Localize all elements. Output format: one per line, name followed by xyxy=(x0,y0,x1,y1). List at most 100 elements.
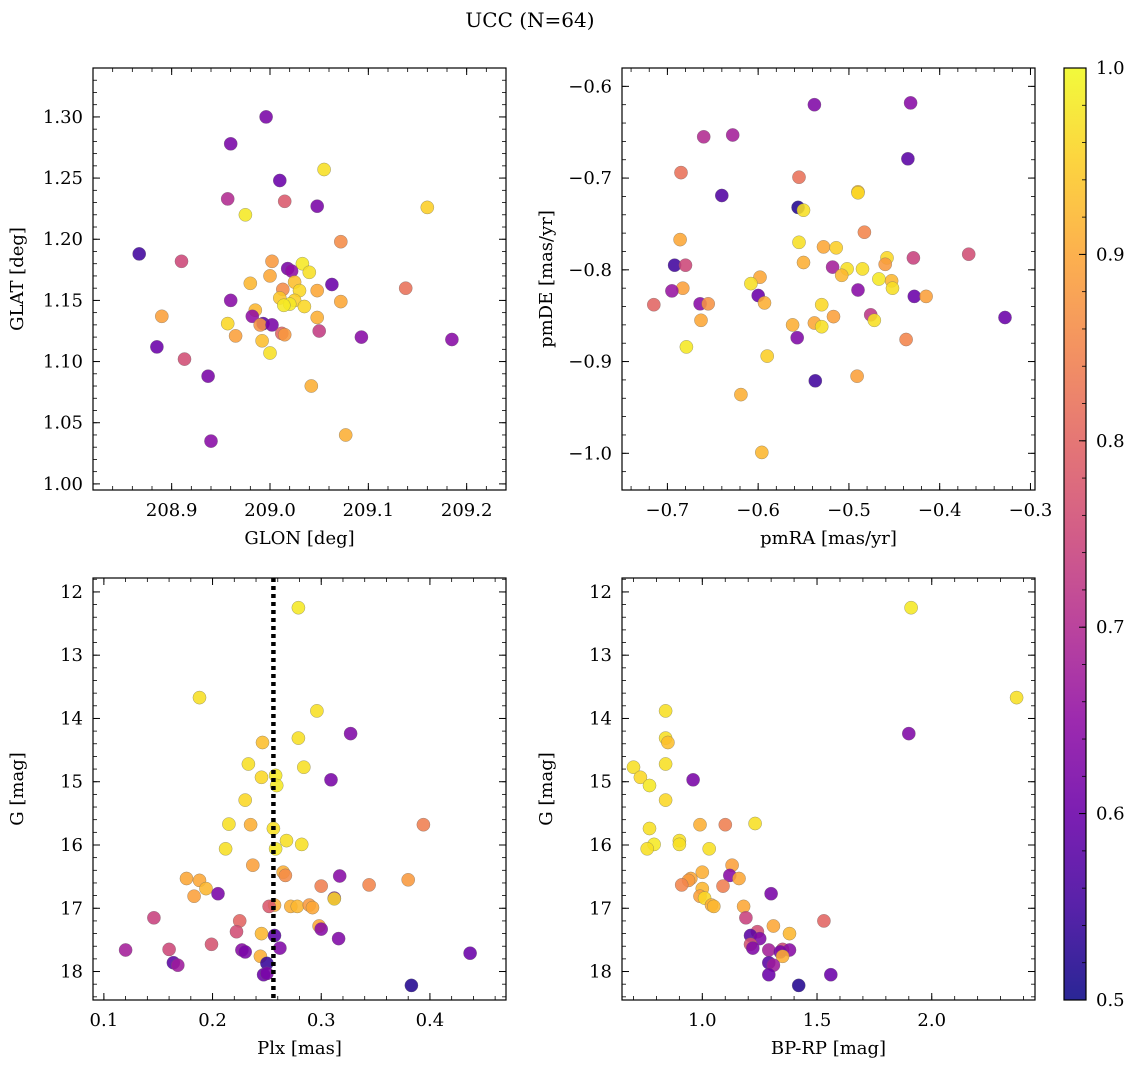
point-24 xyxy=(332,869,347,883)
point-3 xyxy=(725,128,740,142)
y-tick-label: 12 xyxy=(589,582,612,603)
point-49 xyxy=(775,949,790,964)
point-36 xyxy=(220,316,235,331)
point-47 xyxy=(177,352,192,366)
y-tick-label: 16 xyxy=(60,835,83,856)
point-41 xyxy=(147,910,161,925)
point-19 xyxy=(796,255,811,270)
point-19 xyxy=(243,276,258,291)
point-46 xyxy=(998,310,1012,325)
y-tick-label: 13 xyxy=(60,645,83,666)
point-54 xyxy=(791,978,806,993)
point-1 xyxy=(223,136,238,151)
point-49 xyxy=(204,937,219,952)
point-7 xyxy=(658,757,673,771)
point-50 xyxy=(814,319,829,334)
panel-bprp-g: 1.0 1.5 2.0 12 13 14 15 16 17 18 BP-RP [mag] G [mag… xyxy=(536,577,1036,1059)
point-33 xyxy=(665,284,679,298)
point-38 xyxy=(766,919,781,933)
point-17 xyxy=(906,251,921,265)
point-45 xyxy=(229,924,244,939)
y-tick-label: 1.00 xyxy=(43,474,83,495)
point-58 xyxy=(754,445,769,460)
point-41 xyxy=(757,296,772,310)
x-tick-label: 0.3 xyxy=(307,1010,336,1031)
point-3 xyxy=(343,726,358,741)
point-42 xyxy=(312,324,327,338)
y-tick-label: 17 xyxy=(589,898,612,919)
y-axis-label: G [mag] xyxy=(7,752,28,825)
point-22 xyxy=(695,865,710,880)
colorbar: 0.5 0.6 0.7 0.8 0.9 1.0 xyxy=(1063,58,1125,1011)
point-48 xyxy=(445,332,459,347)
y-tick-label: 1.30 xyxy=(43,107,83,128)
point-49 xyxy=(785,318,800,332)
point-5 xyxy=(277,194,292,209)
point-23 xyxy=(278,868,293,883)
x-tick-label: 0.4 xyxy=(416,1010,445,1031)
y-tick-label: 1.10 xyxy=(43,352,83,373)
point-53 xyxy=(823,967,838,982)
x-tick-label: 0.1 xyxy=(90,1010,119,1031)
point-34 xyxy=(706,899,721,914)
point-18 xyxy=(961,247,976,262)
point-7 xyxy=(296,760,311,775)
y-tick-label: 17 xyxy=(60,898,83,919)
point-50 xyxy=(201,369,215,384)
panel-pmra-pmde: −0.7 −0.6 −0.5 −0.4 −0.3 −0.6 −0.7 −0.8 −0.9 −1.0… xyxy=(536,67,1052,549)
point-53 xyxy=(679,340,694,354)
point-44 xyxy=(745,941,760,955)
y-tick-label: −1.0 xyxy=(568,443,612,464)
point-10 xyxy=(796,203,811,218)
point-51 xyxy=(118,943,133,957)
point-24 xyxy=(855,262,870,276)
point-9 xyxy=(686,772,700,787)
point-38 xyxy=(290,899,305,914)
y-axis-label: pmDE [mas/yr] xyxy=(536,210,557,348)
point-38 xyxy=(253,318,268,332)
x-tick-label: −0.5 xyxy=(827,500,871,521)
point-1 xyxy=(192,690,207,705)
point-62 xyxy=(404,978,419,993)
point-12 xyxy=(673,232,687,247)
point-6 xyxy=(310,199,325,214)
panel-glon-glat: 208.9 209.0 209.1 209.2 1.00 1.05 1.10 1.15 1.20… xyxy=(7,67,507,549)
point-5 xyxy=(674,165,688,180)
point-16 xyxy=(302,265,317,280)
colorbar-tick-label: 0.5 xyxy=(1096,990,1125,1011)
point-28 xyxy=(333,294,348,309)
x-tick-label: −0.4 xyxy=(918,500,962,521)
point-25 xyxy=(179,871,194,886)
point-37 xyxy=(817,914,831,928)
panel-plx-g: 0.1 0.2 0.3 0.4 12 13 14 15 16 17 18 Plx [mas] G [ma… xyxy=(7,577,507,1059)
point-3 xyxy=(272,173,287,188)
point-19 xyxy=(640,841,655,856)
x-tick-label: 208.9 xyxy=(146,500,198,521)
point-27 xyxy=(674,878,689,892)
point-1 xyxy=(1009,690,1024,705)
point-11 xyxy=(174,254,189,269)
point-30 xyxy=(297,299,312,314)
point-23 xyxy=(310,283,325,298)
point-27 xyxy=(872,272,886,286)
point-44 xyxy=(826,309,841,324)
y-axis-label: GLAT [deg] xyxy=(7,227,28,331)
x-tick-label: 209.0 xyxy=(244,500,296,521)
point-45 xyxy=(761,943,776,957)
point-5 xyxy=(661,735,675,750)
point-29 xyxy=(314,879,329,893)
point-17 xyxy=(672,837,687,852)
axes-frame xyxy=(621,577,1036,1001)
point-45 xyxy=(150,340,164,354)
x-axis-label: Plx [mas] xyxy=(257,1038,342,1059)
colorbar-tick-label: 0.8 xyxy=(1096,431,1125,452)
point-52 xyxy=(162,942,176,957)
point-28 xyxy=(362,878,376,892)
point-22 xyxy=(825,260,840,274)
point-51 xyxy=(304,379,319,393)
point-9 xyxy=(254,770,269,785)
point-36 xyxy=(907,289,922,304)
point-20 xyxy=(325,277,339,292)
point-32 xyxy=(276,298,291,313)
